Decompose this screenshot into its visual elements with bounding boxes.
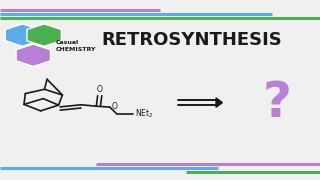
Polygon shape — [5, 24, 40, 46]
Polygon shape — [216, 98, 222, 107]
Text: Casual
CHEMISTRY: Casual CHEMISTRY — [56, 40, 97, 52]
Text: O: O — [97, 85, 102, 94]
Text: NEt$_2$: NEt$_2$ — [135, 107, 154, 120]
Polygon shape — [16, 44, 51, 66]
Text: O: O — [112, 102, 118, 111]
Text: RETROSYNTHESIS: RETROSYNTHESIS — [102, 31, 282, 49]
Polygon shape — [27, 24, 61, 46]
Text: ?: ? — [262, 79, 291, 127]
